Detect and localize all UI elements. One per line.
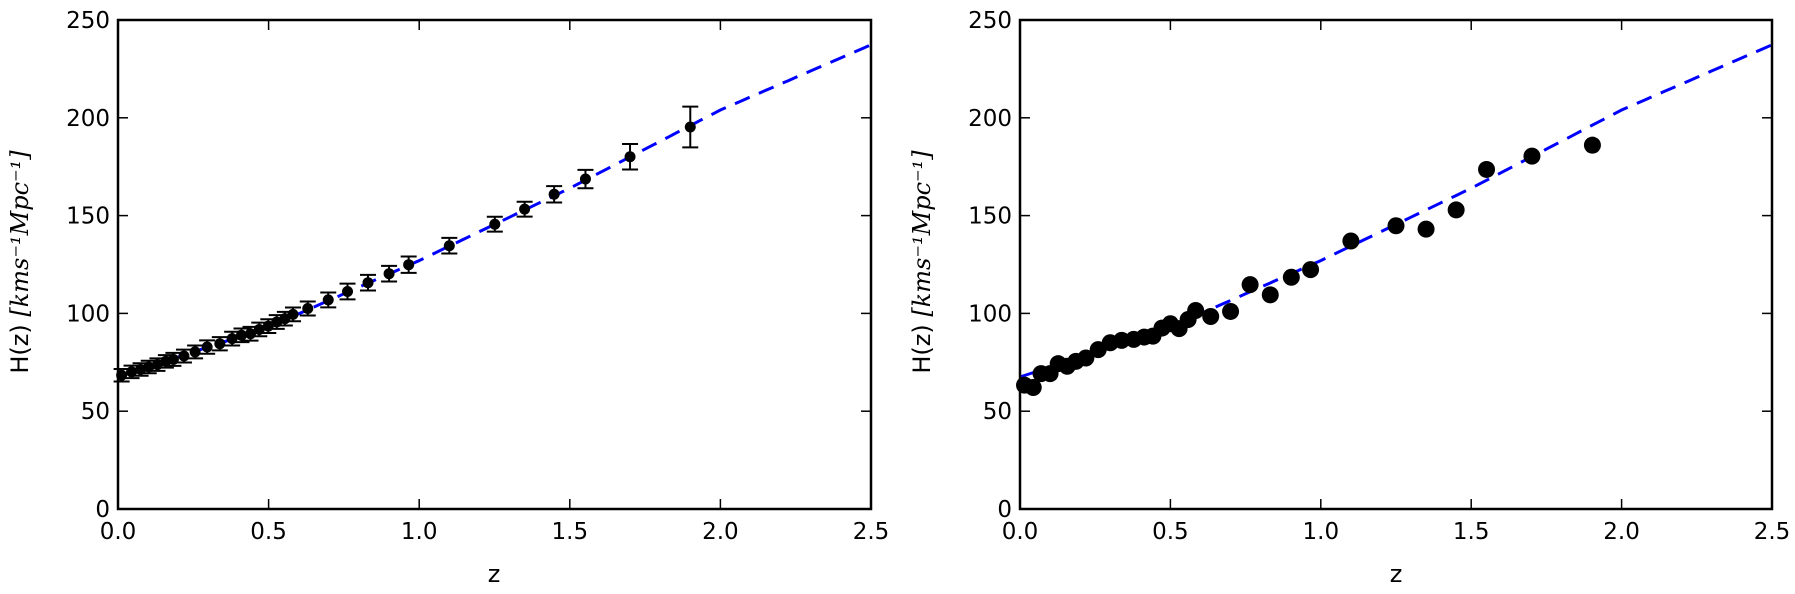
left-data-point bbox=[362, 277, 374, 289]
right-data-point bbox=[1222, 302, 1240, 320]
right-data-point bbox=[1077, 349, 1095, 367]
left-y-label-units: [kms⁻¹Mpc⁻¹] bbox=[6, 150, 34, 317]
right-data-point bbox=[1523, 147, 1541, 165]
right-chart-panel: z H(z) [kms⁻¹Mpc⁻¹] 0.0 0.5 1.0 1.5 2.0 2.5 0 5… bbox=[908, 8, 1790, 588]
right-data-point bbox=[1342, 232, 1360, 250]
left-chart-panel: z H(z) [kms⁻¹Mpc⁻¹] 0.0 0.5 1.0 1.5 2.0 2.5 0 5… bbox=[6, 8, 889, 588]
left-x-tick-label: 0.5 bbox=[250, 519, 287, 545]
right-x-tick-label: 0.0 bbox=[1002, 519, 1039, 545]
left-y-tick-label: 50 bbox=[81, 399, 110, 425]
right-x-tick-label: 0.5 bbox=[1152, 519, 1189, 545]
right-fit-line bbox=[1020, 43, 1772, 379]
left-data-point bbox=[189, 346, 201, 358]
left-fit-line bbox=[118, 43, 871, 379]
right-data-point bbox=[1583, 136, 1601, 154]
right-y-label-prefix: H(z) bbox=[908, 324, 936, 373]
left-data-point bbox=[383, 268, 395, 280]
left-data-point bbox=[214, 338, 226, 350]
left-x-tick-label: 1.5 bbox=[552, 519, 589, 545]
left-data-point bbox=[302, 303, 314, 315]
right-x-tick-label: 1.5 bbox=[1453, 519, 1490, 545]
right-data-point bbox=[1202, 308, 1220, 326]
left-data-point bbox=[443, 240, 455, 252]
left-data-point bbox=[235, 329, 247, 341]
right-y-tick-label: 100 bbox=[968, 301, 1012, 327]
left-data-point bbox=[624, 151, 636, 163]
right-plot-frame bbox=[1018, 18, 1774, 511]
left-x-tick-label: 2.5 bbox=[853, 519, 890, 545]
left-y-tick-label: 0 bbox=[95, 497, 110, 523]
right-data-point bbox=[1417, 220, 1435, 238]
right-x-axis-label: z bbox=[1390, 560, 1403, 588]
left-plot-frame bbox=[116, 18, 873, 511]
right-y-tick-label: 200 bbox=[968, 106, 1012, 132]
right-data-point bbox=[1261, 286, 1279, 304]
left-data-point bbox=[143, 361, 155, 373]
right-x-tick-label: 2.5 bbox=[1754, 519, 1791, 545]
right-data-point bbox=[1187, 301, 1205, 319]
left-data-point bbox=[126, 366, 138, 378]
right-data-point bbox=[1024, 379, 1042, 397]
left-x-tick-label: 2.0 bbox=[702, 519, 739, 545]
right-data-point bbox=[1302, 261, 1320, 279]
left-data-point bbox=[287, 308, 299, 320]
left-x-tick-label: 0.0 bbox=[100, 519, 137, 545]
right-y-axis-label: H(z) [kms⁻¹Mpc⁻¹] bbox=[908, 150, 936, 374]
left-data-point bbox=[519, 203, 531, 215]
right-y-label-units: [kms⁻¹Mpc⁻¹] bbox=[908, 150, 936, 317]
left-y-axis-label: H(z) [kms⁻¹Mpc⁻¹] bbox=[6, 150, 34, 374]
right-y-tick-label: 0 bbox=[997, 497, 1012, 523]
left-y-tick-label: 150 bbox=[66, 204, 110, 230]
left-x-tick-label: 1.0 bbox=[401, 519, 438, 545]
right-data-point bbox=[1387, 217, 1405, 235]
left-y-tick-label: 100 bbox=[66, 301, 110, 327]
left-y-tick-label: 200 bbox=[66, 106, 110, 132]
left-y-label-prefix: H(z) bbox=[6, 324, 34, 373]
left-data-point bbox=[178, 350, 190, 362]
left-data-point bbox=[322, 294, 334, 306]
left-x-axis-label: z bbox=[488, 560, 501, 588]
left-data-point bbox=[342, 285, 354, 297]
left-y-tick-label: 250 bbox=[66, 8, 110, 34]
right-data-point bbox=[1241, 276, 1259, 294]
right-y-tick-label: 150 bbox=[968, 204, 1012, 230]
right-y-tick-label: 50 bbox=[983, 399, 1012, 425]
left-data-point bbox=[201, 341, 213, 353]
right-x-tick-label: 2.0 bbox=[1603, 519, 1640, 545]
left-data-point bbox=[489, 218, 501, 230]
left-data-point bbox=[403, 259, 415, 271]
right-x-tick-label: 1.0 bbox=[1303, 519, 1340, 545]
left-data-point bbox=[684, 121, 696, 133]
right-data-point bbox=[1478, 160, 1496, 178]
right-data-point bbox=[1447, 201, 1465, 219]
right-data-point bbox=[1282, 268, 1300, 286]
left-data-point bbox=[579, 173, 591, 185]
left-data-point bbox=[548, 188, 560, 200]
right-y-tick-label: 250 bbox=[968, 8, 1012, 34]
